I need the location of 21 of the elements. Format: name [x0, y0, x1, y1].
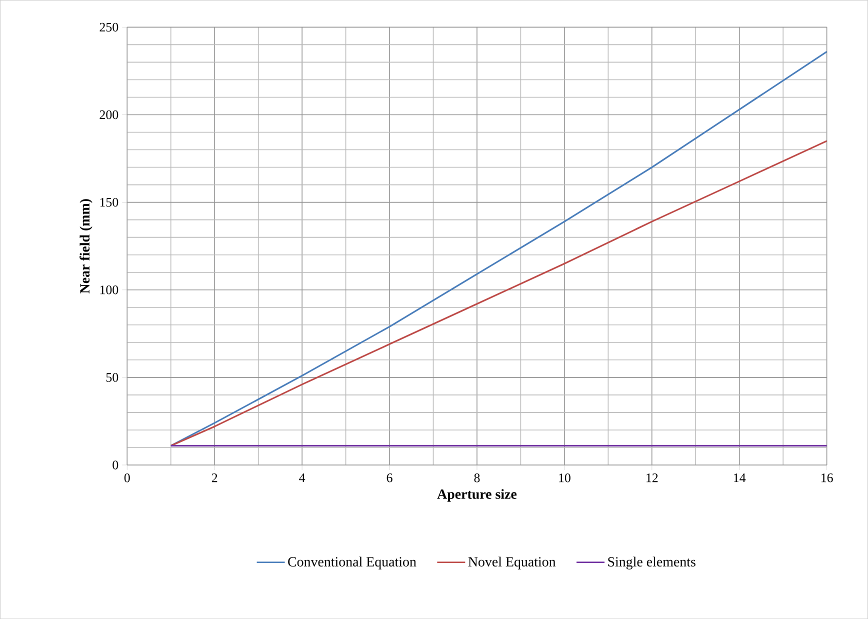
x-tick-label: 14	[734, 473, 746, 482]
y-tick-label: 50	[106, 373, 118, 382]
x-tick-label: 6	[386, 473, 392, 482]
x-tick-label: 10	[559, 473, 570, 482]
y-axis-title: Near field (mm)	[80, 199, 92, 294]
legend-label: Conventional Equation	[288, 556, 416, 570]
x-tick-label: 16	[821, 473, 833, 482]
y-tick-label: 200	[100, 110, 118, 120]
y-tick-label: 100	[100, 285, 118, 294]
line-series	[170, 140, 827, 446]
legend-label: Single elements	[608, 556, 696, 570]
x-tick-label: 2	[212, 473, 218, 482]
x-tick-label: 12	[646, 473, 658, 482]
y-tick-label: 250	[100, 22, 118, 32]
y-tick-label: 0	[112, 460, 118, 470]
y-tick-label: 150	[100, 198, 118, 207]
x-tick-label: 0	[124, 473, 130, 482]
x-tick-label: 4	[299, 473, 306, 482]
x-tick-label: 8	[474, 473, 480, 482]
legend-label: Novel Equation	[468, 556, 556, 570]
x-axis-title: Aperture size	[437, 489, 517, 502]
